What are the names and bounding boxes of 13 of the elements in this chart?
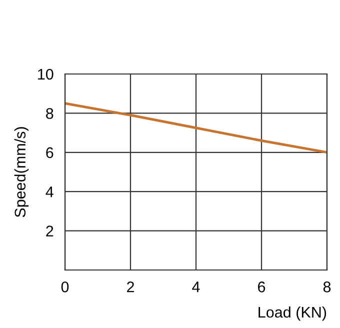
- y-tick-label: 4: [46, 186, 54, 198]
- y-tick-label: 2: [46, 226, 54, 236]
- x-axis-title: Load (KN): [258, 306, 326, 321]
- x-tick-label: 4: [192, 282, 200, 292]
- x-tick-label: 2: [127, 282, 134, 292]
- y-axis-title: Speed(mm/s): [14, 127, 29, 218]
- x-tick-label: 8: [323, 282, 331, 292]
- y-tick-label: 10: [38, 68, 54, 80]
- y-tick-label: 8: [46, 108, 54, 119]
- x-tick-label: 0: [61, 282, 69, 292]
- x-tick-label: 6: [258, 282, 266, 292]
- line-series: [65, 102, 327, 154]
- y-tick-label: 6: [46, 147, 54, 158]
